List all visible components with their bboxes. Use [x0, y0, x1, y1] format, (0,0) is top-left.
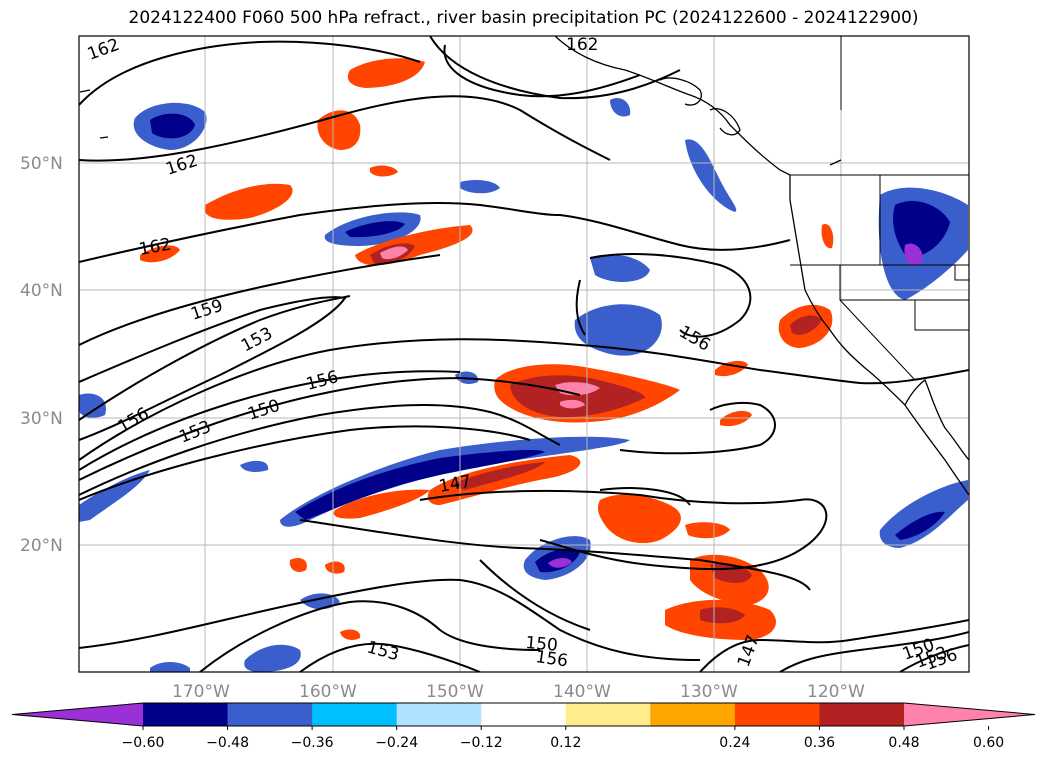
colorbar-segment — [227, 703, 313, 726]
map-area — [79, 36, 969, 672]
map-title: 2024122400 F060 500 hPa refract., river … — [128, 8, 919, 28]
colorbar-tick-label: −0.12 — [460, 735, 503, 751]
colorbar-segment — [312, 703, 398, 726]
lon-label-140w: 140°W — [553, 682, 611, 702]
colorbar-segment — [734, 703, 820, 726]
lat-label-30n: 30°N — [20, 409, 63, 429]
colorbar: −0.60 −0.48 −0.36 −0.24 −0.12 0.24 0.36 0.48 0.6… — [11, 702, 1036, 751]
colorbar-tick-label: −0.24 — [375, 735, 418, 751]
colorbar-tick-label: −0.60 — [122, 735, 165, 751]
contour-label: 162 — [566, 35, 598, 55]
colorbar-segment — [396, 703, 482, 726]
colorbar-tick-label: −0.36 — [291, 735, 334, 751]
colorbar-segment — [481, 703, 567, 726]
lon-label-170w: 170°W — [172, 682, 230, 702]
colorbar-segment — [650, 703, 736, 726]
coastlines — [79, 36, 969, 496]
lon-label-120w: 120°W — [807, 682, 865, 702]
lon-label-160w: 160°W — [299, 682, 357, 702]
graticule — [79, 36, 969, 672]
colorbar-extend-max — [904, 703, 1035, 726]
colorbar-tick-label: 0.60 — [973, 735, 1004, 751]
longitude-labels: 170°W 160°W 150°W 140°W 130°W 120°W — [172, 682, 865, 702]
colorbar-tick-label: 0.36 — [804, 735, 835, 751]
colorbar-segment — [819, 703, 905, 726]
lon-label-130w: 130°W — [680, 682, 738, 702]
map-frame — [78, 35, 970, 673]
lon-label-150w: 150°W — [426, 682, 484, 702]
latitude-labels: 50°N 40°N 30°N 20°N — [20, 154, 63, 556]
colorbar-tick-label: −0.48 — [206, 735, 249, 751]
precip-anomaly-fields — [79, 58, 968, 672]
contour-label: 150 — [525, 633, 559, 656]
lat-label-20n: 20°N — [20, 536, 63, 556]
colorbar-segment — [143, 703, 229, 726]
lat-label-40n: 40°N — [20, 281, 63, 301]
colorbar-extend-min — [12, 703, 143, 726]
political-borders — [790, 36, 969, 381]
contour-label: 156 — [534, 647, 569, 671]
refractivity-contours — [79, 36, 969, 672]
colorbar-tick-label: 0.12 — [550, 735, 581, 751]
colorbar-tick-label: 0.24 — [719, 735, 750, 751]
lat-label-50n: 50°N — [20, 154, 63, 174]
colorbar-tick-label: 0.48 — [888, 735, 919, 751]
colorbar-segment — [565, 703, 651, 726]
